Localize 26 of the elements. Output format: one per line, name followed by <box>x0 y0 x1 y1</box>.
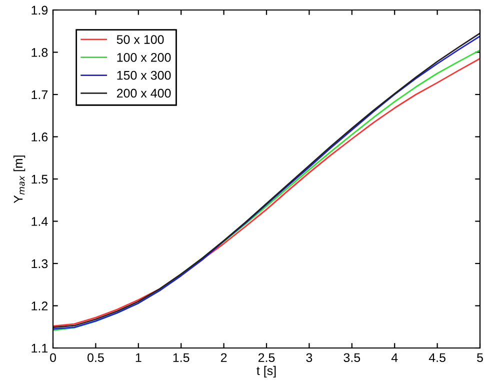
y-tick-label: 1.7 <box>32 90 48 100</box>
y-tick-label: 1.3 <box>32 259 48 268</box>
y-tick-label: 1.1 <box>32 344 48 353</box>
legend-label: 100 x 200 <box>117 53 171 62</box>
y-tick-label: 1.8 <box>32 48 48 57</box>
x-tick-label: 0.5 <box>88 353 104 362</box>
legend-label: 50 x 100 <box>116 35 164 44</box>
x-tick-label: 1 <box>136 353 142 362</box>
x-tick-label: 3 <box>306 353 312 362</box>
x-tick-label: 5 <box>477 353 483 362</box>
y-tick-label: 1.2 <box>32 302 48 310</box>
y-tick-label: 1.4 <box>32 217 48 226</box>
x-tick-label: 4 <box>391 353 398 362</box>
y-tick-label: 1.6 <box>32 132 48 142</box>
x-axis-title: t [s] <box>256 366 276 378</box>
x-tick-label: 2 <box>220 353 227 362</box>
y-tick-label: 1.9 <box>32 6 48 15</box>
legend-label: 150 x 300 <box>117 70 171 80</box>
x-tick-label: 4.5 <box>428 353 446 362</box>
x-tick-label: 2.5 <box>258 353 275 362</box>
x-tick-label: 3.5 <box>344 353 360 362</box>
x-tick-label: 0 <box>50 353 56 362</box>
y-axis-title: Y$_{max}$ [m] <box>13 156 26 204</box>
x-tick-label: 1.5 <box>173 353 190 362</box>
legend-label: 200 x 400 <box>116 88 171 98</box>
y-tick-label: 1.5 <box>32 174 48 184</box>
